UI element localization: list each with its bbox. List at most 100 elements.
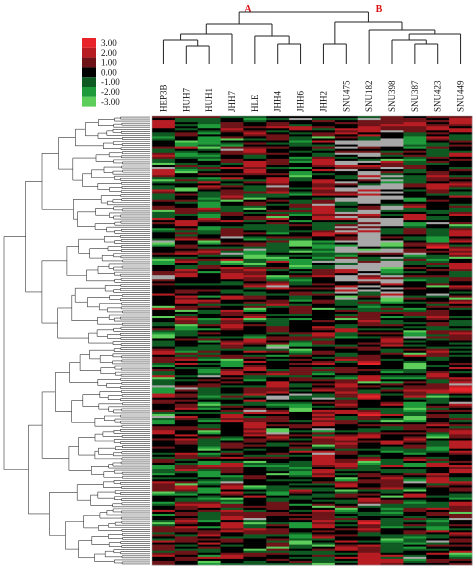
heatmap-cell [334, 469, 359, 472]
heatmap-cell [312, 146, 336, 149]
heatmap-cell [174, 256, 199, 260]
heatmap-cell [449, 169, 473, 172]
heatmap-cell [403, 116, 427, 119]
heatmap-cell [403, 132, 427, 135]
heatmap-cell [380, 311, 404, 315]
heatmap-cell [357, 554, 381, 558]
heatmap-cell [449, 526, 473, 529]
heatmap-cell [312, 507, 336, 511]
heatmap-cell [174, 520, 199, 523]
heatmap-cell [449, 316, 473, 319]
heatmap-cell [289, 542, 313, 545]
heatmap-cell [266, 313, 290, 317]
heatmap-cell [152, 401, 176, 405]
heatmap-cell [312, 303, 336, 307]
heatmap-cell [357, 171, 381, 174]
heatmap-cell [334, 248, 359, 251]
heatmap-cell [243, 185, 267, 188]
heatmap-cell [380, 171, 404, 174]
heatmap-cell [174, 244, 199, 247]
heatmap-cell [357, 275, 381, 278]
heatmap-cell [334, 350, 359, 354]
heatmap-cell [266, 252, 290, 256]
heatmap-cell [334, 167, 359, 170]
heatmap-cell [357, 228, 381, 231]
heatmap-cell [426, 536, 450, 539]
heatmap-cell [152, 487, 176, 490]
heatmap-cell [426, 195, 450, 198]
heatmap-cell [380, 307, 404, 311]
heatmap-cell [266, 183, 290, 186]
heatmap-cell [220, 150, 244, 154]
heatmap-cell [380, 391, 404, 394]
heatmap-cell [197, 124, 221, 127]
heatmap-cell [174, 562, 199, 566]
heatmap-cell [334, 332, 359, 335]
heatmap-cell [152, 318, 176, 321]
heatmap-cell [289, 381, 313, 384]
heatmap-cell [243, 401, 267, 405]
heatmap-cell [220, 356, 244, 360]
heatmap-cell [266, 142, 290, 145]
heatmap-cell [312, 426, 336, 429]
heatmap-cell [426, 462, 450, 466]
heatmap-cell [312, 522, 336, 525]
heatmap-cell [380, 358, 404, 362]
heatmap-cell [334, 438, 359, 441]
heatmap-cell [334, 279, 359, 282]
heatmap-cell [243, 142, 267, 145]
heatmap-cell [220, 148, 244, 151]
heatmap-cell [380, 475, 404, 478]
heatmap-cell [380, 209, 404, 213]
heatmap-cell [380, 279, 404, 282]
heatmap-cell [449, 524, 473, 527]
heatmap-cell [289, 256, 313, 260]
heatmap-cell [403, 442, 427, 445]
heatmap-cell [174, 448, 199, 452]
heatmap-cell [197, 528, 221, 531]
heatmap-cell [357, 213, 381, 217]
heatmap-cell [197, 428, 221, 431]
heatmap-cell [289, 426, 313, 429]
heatmap-cell [289, 405, 313, 409]
column-label: HEP3B [158, 84, 168, 112]
heatmap-cell [380, 548, 404, 552]
heatmap-cell [243, 505, 267, 509]
heatmap-cell [289, 220, 313, 223]
column-label: SNU449 [456, 80, 466, 112]
heatmap-cell [334, 405, 359, 409]
heatmap-cell [449, 220, 473, 223]
heatmap-cell [289, 260, 313, 264]
heatmap-cell [197, 289, 221, 292]
heatmap-cell [152, 540, 176, 543]
heatmap-cell [266, 124, 290, 127]
heatmap-cell [426, 134, 450, 137]
heatmap-cell [334, 348, 359, 351]
heatmap-cell [357, 424, 381, 427]
heatmap-cell [449, 364, 473, 368]
heatmap-cell [197, 424, 221, 427]
heatmap-cell [197, 352, 221, 356]
heatmap-cell [403, 322, 427, 325]
heatmap-cell [312, 518, 336, 521]
heatmap-cell [403, 387, 427, 390]
heatmap-cell [380, 320, 404, 323]
heatmap-cell [312, 256, 336, 260]
heatmap-cell [380, 538, 404, 541]
heatmap-cell [449, 234, 473, 237]
heatmap-cell [197, 297, 221, 300]
heatmap-cell [243, 275, 267, 278]
heatmap-cell [197, 405, 221, 409]
heatmap-cell [403, 299, 427, 303]
heatmap-cell [357, 230, 381, 233]
heatmap-cell [380, 544, 404, 547]
heatmap-cell [197, 311, 221, 315]
heatmap-cell [197, 164, 221, 168]
heatmap-cell [312, 534, 336, 537]
heatmap-cell [289, 281, 313, 284]
heatmap-cell [152, 477, 176, 480]
heatmap-cell [289, 158, 313, 162]
heatmap-cell [243, 520, 267, 523]
heatmap-cell [312, 195, 336, 198]
heatmap-cell [380, 185, 404, 188]
